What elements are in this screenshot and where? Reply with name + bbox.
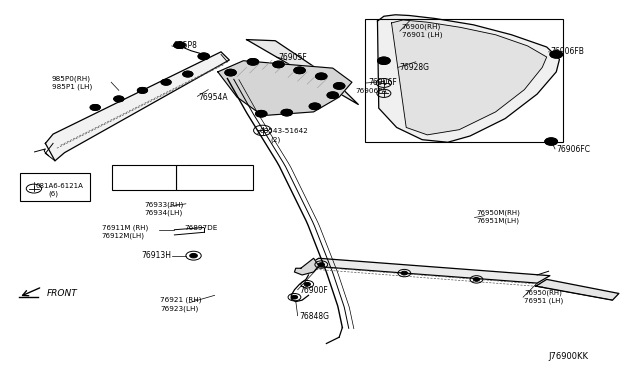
- Polygon shape: [306, 258, 550, 283]
- Circle shape: [189, 253, 197, 258]
- Text: 76913H: 76913H: [141, 251, 171, 260]
- Circle shape: [378, 57, 390, 64]
- Text: 985P1 (LH): 985P1 (LH): [52, 83, 92, 90]
- Polygon shape: [378, 15, 559, 142]
- Text: 76950(RH): 76950(RH): [524, 289, 562, 296]
- Text: 76848G: 76848G: [300, 312, 330, 321]
- Text: J76900KK: J76900KK: [548, 352, 589, 361]
- FancyBboxPatch shape: [113, 164, 176, 190]
- Circle shape: [247, 58, 259, 65]
- Circle shape: [550, 51, 563, 58]
- Circle shape: [281, 109, 292, 116]
- Text: 76906FA: 76906FA: [355, 89, 387, 94]
- Text: 76954A: 76954A: [198, 93, 228, 102]
- Text: 76906FC: 76906FC: [556, 145, 590, 154]
- Text: 76906F: 76906F: [368, 78, 397, 87]
- Circle shape: [114, 96, 124, 102]
- Circle shape: [309, 103, 321, 110]
- Circle shape: [316, 73, 327, 80]
- Text: 73948MA(LH): 73948MA(LH): [115, 177, 162, 184]
- Text: 08543-51642: 08543-51642: [259, 128, 308, 134]
- Circle shape: [545, 138, 557, 145]
- Text: 76906E: 76906E: [200, 176, 228, 182]
- Text: 76921 (RH): 76921 (RH): [161, 297, 202, 304]
- Text: 76911M (RH): 76911M (RH): [102, 224, 148, 231]
- Text: 985P8: 985P8: [173, 41, 197, 50]
- Polygon shape: [536, 279, 619, 300]
- Text: 081A6-6121A: 081A6-6121A: [36, 183, 84, 189]
- Text: 73948M (RH): 73948M (RH): [115, 169, 161, 175]
- Text: 76951 (LH): 76951 (LH): [524, 298, 564, 304]
- Circle shape: [90, 105, 100, 110]
- Polygon shape: [294, 258, 319, 275]
- Text: 76901 (LH): 76901 (LH): [402, 32, 442, 38]
- Circle shape: [225, 69, 236, 76]
- Circle shape: [173, 42, 185, 48]
- Text: (6): (6): [49, 191, 59, 198]
- Text: 76912M(LH): 76912M(LH): [102, 233, 145, 239]
- Text: (2): (2): [270, 137, 280, 143]
- Text: 76906FB: 76906FB: [550, 47, 584, 56]
- Text: 76928G: 76928G: [400, 63, 430, 72]
- Circle shape: [304, 282, 310, 286]
- Circle shape: [138, 87, 148, 93]
- Text: 76905F: 76905F: [278, 52, 307, 61]
- Circle shape: [473, 278, 479, 281]
- Text: 76906EA: 76906EA: [178, 168, 211, 174]
- Text: 76934(LH): 76934(LH): [145, 209, 182, 216]
- Circle shape: [273, 61, 284, 68]
- Circle shape: [327, 92, 339, 99]
- Circle shape: [318, 263, 324, 266]
- Text: 985P0(RH): 985P0(RH): [52, 75, 91, 82]
- Circle shape: [333, 83, 345, 89]
- Polygon shape: [246, 39, 358, 105]
- Text: 76933(RH): 76933(RH): [145, 201, 184, 208]
- Text: 76900(RH): 76900(RH): [402, 23, 441, 30]
- FancyBboxPatch shape: [20, 173, 90, 201]
- Circle shape: [255, 110, 267, 117]
- Polygon shape: [218, 61, 352, 116]
- Text: 76951M(LH): 76951M(LH): [476, 218, 520, 224]
- Text: 76950M(RH): 76950M(RH): [476, 209, 520, 216]
- Polygon shape: [45, 52, 229, 161]
- Text: FRONT: FRONT: [47, 289, 77, 298]
- Circle shape: [182, 71, 193, 77]
- Text: 76900F: 76900F: [300, 286, 328, 295]
- Circle shape: [291, 295, 298, 299]
- Text: 76923(LH): 76923(LH): [161, 305, 198, 312]
- FancyBboxPatch shape: [176, 164, 253, 190]
- Circle shape: [161, 79, 172, 85]
- Polygon shape: [392, 20, 547, 135]
- Circle shape: [198, 53, 209, 60]
- Circle shape: [294, 67, 305, 74]
- Text: 76897DE: 76897DE: [184, 225, 218, 231]
- Circle shape: [401, 271, 408, 275]
